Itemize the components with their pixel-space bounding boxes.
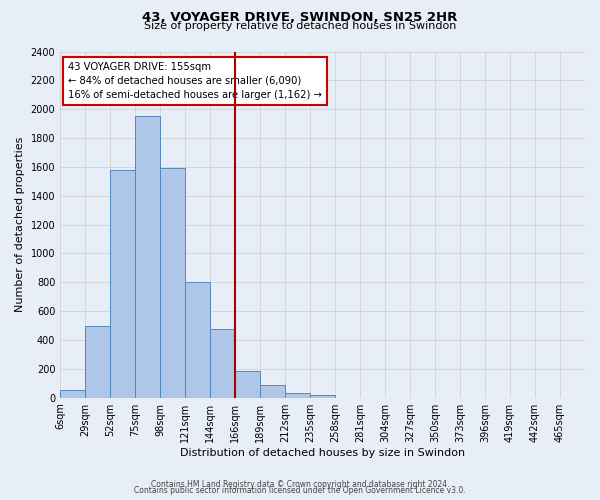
Bar (235, 371, 260, 398)
Bar (135, 116, 160, 398)
X-axis label: Distribution of detached houses by size in Swindon: Distribution of detached houses by size … (180, 448, 465, 458)
Text: Contains public sector information licensed under the Open Government Licence v3: Contains public sector information licen… (134, 486, 466, 495)
Bar (85, 326, 110, 398)
Bar (185, 282, 210, 398)
Text: Contains HM Land Registry data © Crown copyright and database right 2024.: Contains HM Land Registry data © Crown c… (151, 480, 449, 489)
Bar (60, 390, 85, 398)
Y-axis label: Number of detached properties: Number of detached properties (15, 137, 25, 312)
Bar (210, 329, 235, 398)
Bar (310, 395, 335, 398)
Text: 43 VOYAGER DRIVE: 155sqm
← 84% of detached houses are smaller (6,090)
16% of sem: 43 VOYAGER DRIVE: 155sqm ← 84% of detach… (68, 62, 322, 100)
Text: Size of property relative to detached houses in Swindon: Size of property relative to detached ho… (144, 21, 456, 31)
Bar (110, 170, 135, 398)
Text: 43, VOYAGER DRIVE, SWINDON, SN25 2HR: 43, VOYAGER DRIVE, SWINDON, SN25 2HR (142, 11, 458, 24)
Bar (285, 392, 310, 398)
Bar (160, 168, 185, 398)
Bar (260, 384, 285, 398)
